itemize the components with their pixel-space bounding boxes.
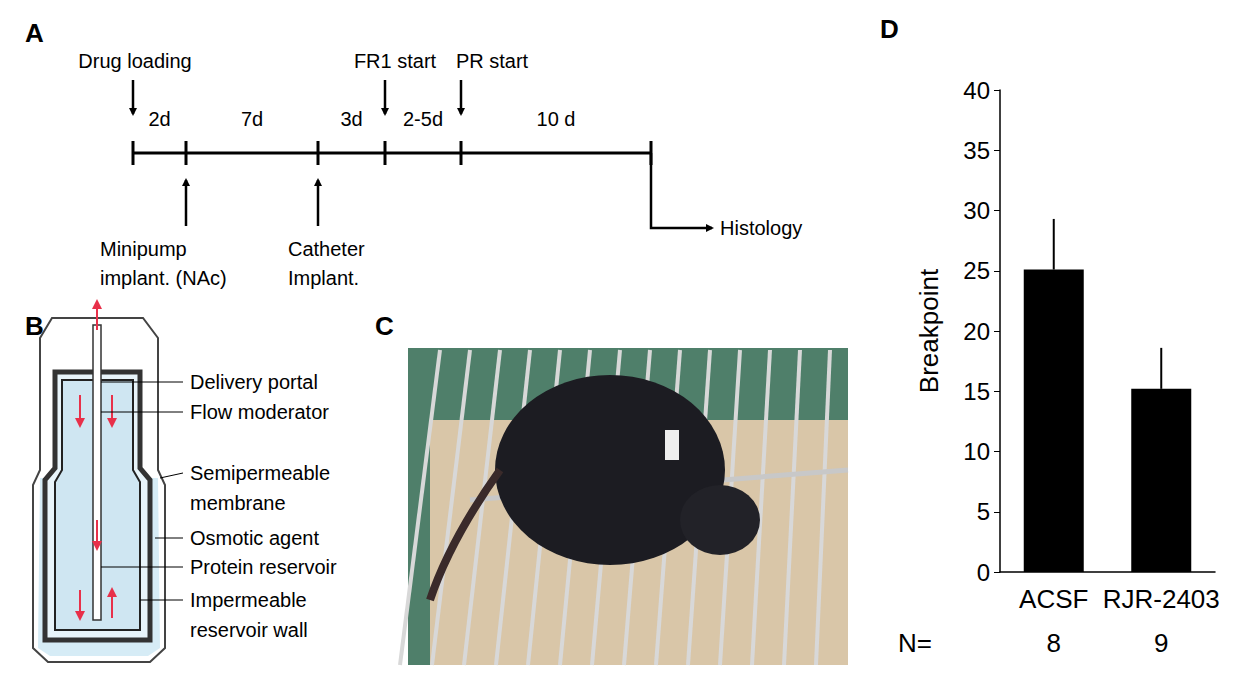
svg-text:Breakpoint: Breakpoint xyxy=(914,268,944,393)
svg-text:Implant.: Implant. xyxy=(288,267,359,289)
svg-text:A: A xyxy=(25,18,44,48)
svg-text:ACSF: ACSF xyxy=(1019,584,1088,614)
svg-text:PR start: PR start xyxy=(456,50,529,72)
svg-text:25: 25 xyxy=(963,257,990,284)
svg-text:Drug loading: Drug loading xyxy=(78,50,191,72)
svg-text:30: 30 xyxy=(963,197,990,224)
svg-text:Catheter: Catheter xyxy=(288,238,365,260)
svg-text:Semipermeable: Semipermeable xyxy=(190,462,330,484)
svg-text:Minipump: Minipump xyxy=(100,238,187,260)
svg-text:Protein reservoir: Protein reservoir xyxy=(190,556,337,578)
svg-text:35: 35 xyxy=(963,137,990,164)
svg-text:Osmotic agent: Osmotic agent xyxy=(190,527,319,549)
html-text:9: 9 xyxy=(1154,628,1169,658)
svg-text:2-5d: 2-5d xyxy=(403,108,443,130)
svg-text:15: 15 xyxy=(963,378,990,405)
html-text:N=: N= xyxy=(898,628,932,658)
svg-text:C: C xyxy=(375,311,394,341)
svg-text:B: B xyxy=(25,311,44,341)
svg-text:10: 10 xyxy=(963,438,990,465)
svg-text:reservoir wall: reservoir wall xyxy=(190,619,308,641)
svg-text:40: 40 xyxy=(963,77,990,104)
svg-text:20: 20 xyxy=(963,318,990,345)
svg-text:Flow moderator: Flow moderator xyxy=(190,401,329,423)
svg-text:2d: 2d xyxy=(148,108,170,130)
svg-text:0: 0 xyxy=(977,559,990,586)
svg-text:RJR-2403: RJR-2403 xyxy=(1103,584,1220,614)
svg-text:membrane: membrane xyxy=(190,492,286,514)
svg-text:implant. (NAc): implant. (NAc) xyxy=(100,267,227,289)
svg-text:3d: 3d xyxy=(340,108,362,130)
html-text:8: 8 xyxy=(1046,628,1061,658)
svg-text:7d: 7d xyxy=(241,108,263,130)
svg-text:Histology: Histology xyxy=(720,217,802,239)
svg-text:Impermeable: Impermeable xyxy=(190,589,307,611)
svg-text:10 d: 10 d xyxy=(537,108,576,130)
svg-text:5: 5 xyxy=(977,498,990,525)
svg-text:Delivery portal: Delivery portal xyxy=(190,371,318,393)
html-text:D: D xyxy=(880,14,899,44)
svg-text:FR1 start: FR1 start xyxy=(354,50,437,72)
